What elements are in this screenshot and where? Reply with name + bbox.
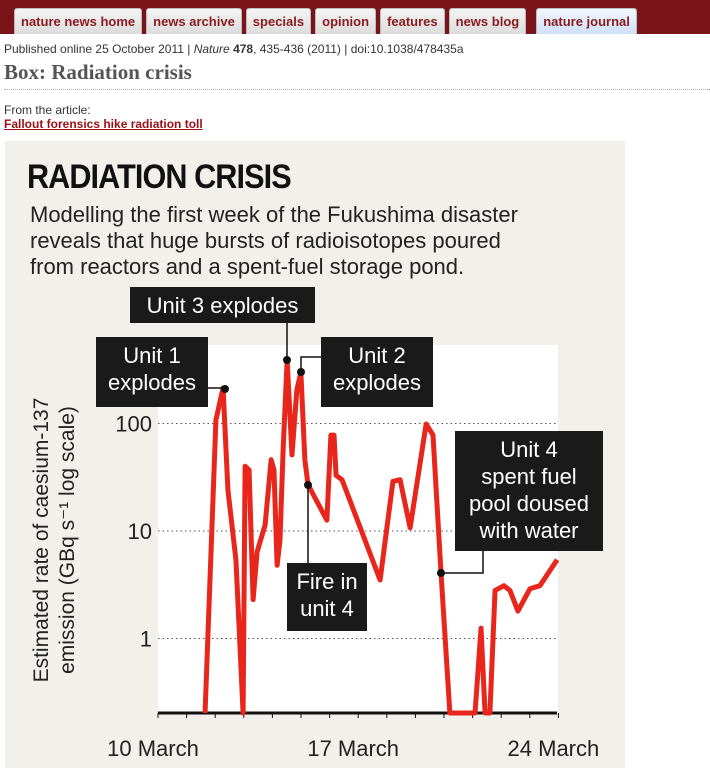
page-title: Box: Radiation crisis (4, 60, 192, 84)
y-tick-label: 100 (115, 412, 152, 437)
callout-label: explodes (333, 370, 421, 395)
article-link[interactable]: Fallout forensics hike radiation toll (4, 117, 203, 131)
nav-tabs: nature news home news archive specials o… (14, 8, 637, 34)
callout-label: Unit 1 (123, 343, 180, 368)
tab-nature-news-home[interactable]: nature news home (14, 8, 143, 34)
y-tick-label: 10 (128, 519, 152, 544)
callout-label: Unit 4 (500, 437, 557, 462)
y-axis-label: Estimated rate of caesium-137 (30, 398, 53, 683)
callout-label: unit 4 (300, 596, 354, 621)
figure-subtitle-line: from reactors and a spent-fuel storage p… (30, 254, 464, 279)
callout-dot (304, 481, 312, 489)
tab-nature-journal[interactable]: nature journal (536, 8, 637, 34)
from-label: From the article: (4, 103, 91, 117)
callout-label: Fire in (296, 569, 357, 594)
callout-box (287, 563, 367, 631)
publication-info: Published online 25 October 2011 | Natur… (4, 42, 464, 56)
callout-label: spent fuel (481, 464, 576, 489)
tab-features[interactable]: features (380, 8, 445, 34)
callout-box (96, 337, 208, 407)
figure-title: RADIATION CRISIS (27, 158, 291, 196)
callout-box (455, 431, 603, 551)
callout-label: pool doused (469, 491, 589, 516)
tab-opinion[interactable]: opinion (315, 8, 377, 34)
callout-leader (441, 551, 484, 574)
x-tick-label: 24 March (508, 736, 600, 761)
x-tick-label: 17 March (307, 736, 399, 761)
tab-news-archive[interactable]: news archive (146, 8, 242, 34)
callout-dot (221, 385, 229, 393)
top-nav-bar: nature news home news archive specials o… (0, 0, 710, 34)
callout-dot (297, 368, 305, 376)
journal-name: Nature (193, 42, 230, 56)
figure-subtitle-line: reveals that huge bursts of radioisotope… (30, 228, 501, 253)
citation: , 435-436 (2011) | doi:10.1038/478435a (253, 42, 464, 56)
callout-dot (437, 569, 445, 577)
callout-label: Unit 2 (348, 343, 405, 368)
callout-dot (283, 356, 291, 364)
x-tick-label: 10 March (107, 736, 199, 761)
callout-leader (300, 356, 321, 372)
published-date: Published online 25 October 2011 | (4, 42, 194, 56)
figure-subtitle-line: Modelling the first week of the Fukushim… (30, 202, 518, 227)
volume: 478 (229, 42, 254, 56)
tab-specials[interactable]: specials (245, 8, 312, 34)
series-line (202, 357, 560, 716)
y-axis-label: emission (GBq s⁻¹ log scale) (56, 406, 79, 674)
tab-news-blog[interactable]: news blog (448, 8, 527, 34)
callout-label: Unit 3 explodes (147, 293, 299, 318)
callout-label: with water (478, 518, 578, 543)
callout-label: explodes (108, 370, 196, 395)
y-tick-label: 1 (140, 627, 152, 652)
divider (4, 89, 710, 90)
callout-box (130, 287, 315, 323)
callout-box (321, 337, 433, 407)
